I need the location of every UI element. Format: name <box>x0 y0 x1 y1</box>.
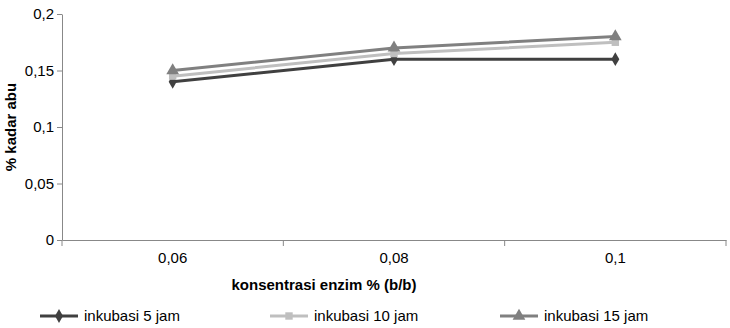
y-tick: 0,1 <box>33 118 62 135</box>
y-tick-label: 0,1 <box>33 118 54 135</box>
chart: 0 0,05 0,1 0,15 0,2 0,06 0,08 0,1 % kadar abu kon… <box>0 0 730 328</box>
y-tick: 0 <box>46 231 62 248</box>
y-tick-mark <box>57 127 62 128</box>
category-separator <box>62 240 63 246</box>
x-axis-line <box>63 240 727 241</box>
category-separator <box>504 240 505 246</box>
x-tick-label: 0,1 <box>605 249 626 266</box>
x-tick: 0,1 <box>605 240 626 266</box>
x-tick: 0,06 <box>158 240 187 266</box>
y-tick-label: 0,15 <box>25 62 54 79</box>
series-marker <box>609 29 622 40</box>
y-tick-label: 0,2 <box>33 5 54 22</box>
y-tick-label: 0,05 <box>25 175 54 192</box>
y-axis-title: % kadar abu <box>2 83 19 171</box>
x-tick: 0,08 <box>379 240 408 266</box>
legend: inkubasi 5 jam inkubasi 10 jam inkubasi 15… <box>40 307 648 324</box>
y-tick-label: 0 <box>46 231 54 248</box>
marks <box>166 29 621 88</box>
y-axis-line <box>62 15 63 241</box>
y-tick: 0,2 <box>33 5 62 22</box>
series-marker <box>611 52 619 66</box>
series-marker <box>166 63 179 74</box>
y-tick: 0,05 <box>25 175 62 192</box>
legend-label: inkubasi 15 jam <box>544 307 648 324</box>
series-marker <box>388 41 401 52</box>
series-line <box>173 37 616 71</box>
series <box>166 29 621 74</box>
x-tick-label: 0,08 <box>379 249 408 266</box>
legend-entry: inkubasi 15 jam <box>500 307 648 324</box>
x-axis-title: konsentrasi enzim % (b/b) <box>231 276 416 293</box>
category-separator <box>283 240 284 246</box>
legend-marker <box>513 309 526 320</box>
y-axis: 0 0,05 0,1 0,15 0,2 <box>25 5 63 248</box>
x-axis: 0,06 0,08 0,1 <box>62 240 727 266</box>
legend-marker <box>55 309 63 323</box>
y-tick-mark <box>57 71 62 72</box>
category-separators <box>62 240 726 246</box>
legend-entry: inkubasi 5 jam <box>40 307 180 324</box>
legend-marker <box>285 312 292 319</box>
plot-area: 0 0,05 0,1 0,15 0,2 0,06 0,08 0,1 <box>25 5 727 265</box>
y-tick-mark <box>57 184 62 185</box>
legend-label: inkubasi 10 jam <box>314 307 418 324</box>
legend-entry: inkubasi 10 jam <box>270 307 418 324</box>
category-separator <box>726 240 727 246</box>
x-tick-label: 0,06 <box>158 249 187 266</box>
y-tick-mark <box>57 14 62 15</box>
series <box>169 39 619 80</box>
y-tick-mark <box>57 240 62 241</box>
y-tick: 0,15 <box>25 62 62 79</box>
legend-label: inkubasi 5 jam <box>84 307 180 324</box>
